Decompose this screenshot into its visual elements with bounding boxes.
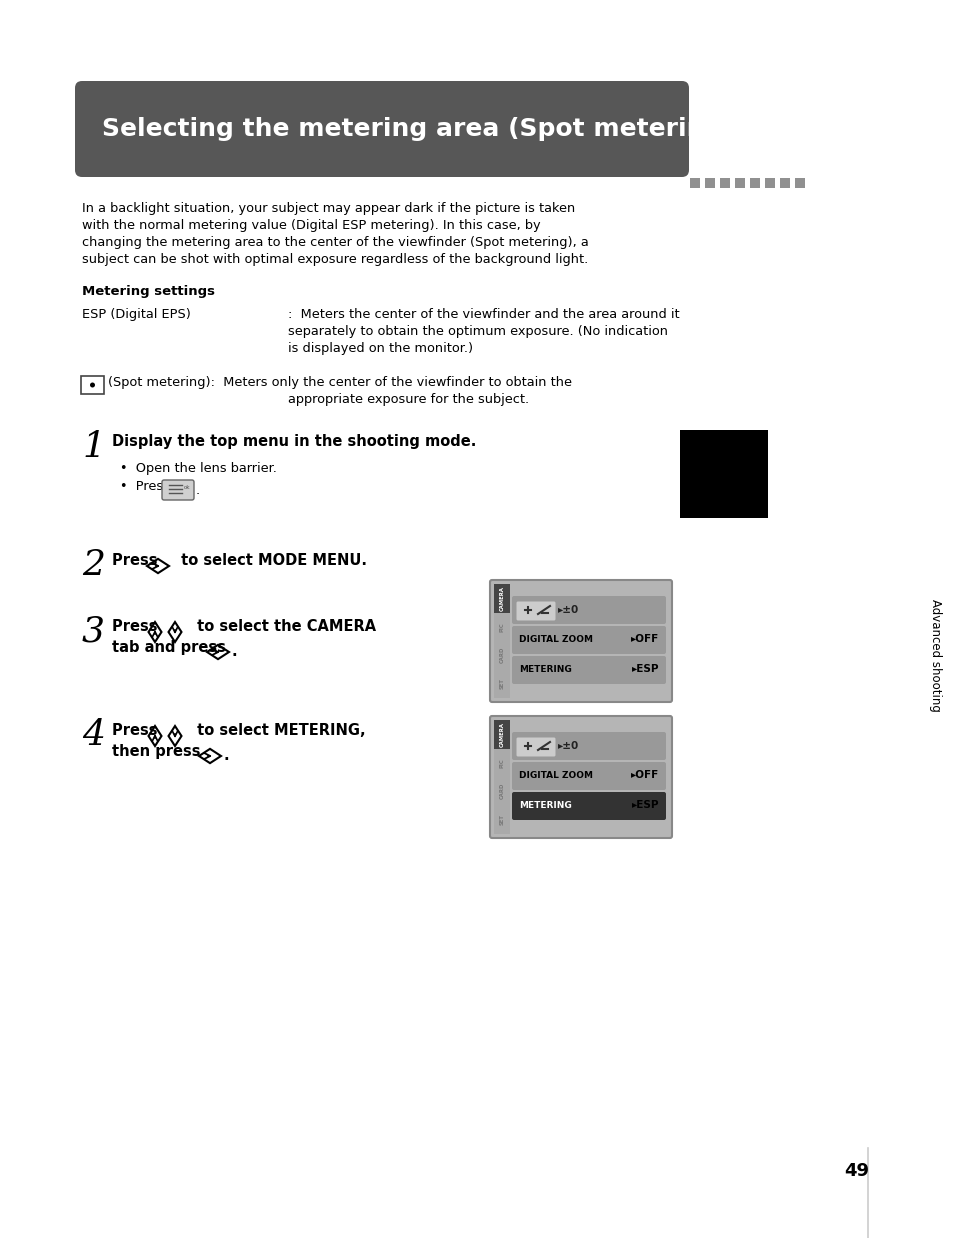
Text: •  Press: • Press xyxy=(120,480,170,493)
Bar xyxy=(749,178,760,188)
Text: METERING: METERING xyxy=(518,665,571,673)
Text: CARD: CARD xyxy=(499,784,504,800)
FancyBboxPatch shape xyxy=(490,579,671,702)
Text: METERING: METERING xyxy=(518,801,571,810)
Text: .: . xyxy=(232,644,237,659)
Bar xyxy=(494,613,510,641)
Text: 2: 2 xyxy=(82,548,105,582)
FancyBboxPatch shape xyxy=(512,626,665,654)
Text: Display the top menu in the shooting mode.: Display the top menu in the shooting mod… xyxy=(112,435,476,449)
Text: then press: then press xyxy=(112,744,206,759)
FancyBboxPatch shape xyxy=(512,656,665,685)
Text: 3: 3 xyxy=(82,614,105,647)
Text: 1: 1 xyxy=(82,430,105,464)
Text: Advanced shooting: Advanced shooting xyxy=(928,598,942,712)
Bar xyxy=(494,670,510,698)
Text: appropriate exposure for the subject.: appropriate exposure for the subject. xyxy=(288,392,529,406)
Bar xyxy=(720,178,729,188)
FancyBboxPatch shape xyxy=(516,738,555,756)
FancyBboxPatch shape xyxy=(512,763,665,790)
Bar xyxy=(494,584,510,613)
Text: Selecting the metering area (Spot metering): Selecting the metering area (Spot meteri… xyxy=(102,118,733,141)
Bar xyxy=(689,178,700,188)
Text: ok: ok xyxy=(184,485,191,490)
Text: SET: SET xyxy=(499,678,504,690)
Text: ▸OFF: ▸OFF xyxy=(630,634,659,644)
FancyBboxPatch shape xyxy=(75,80,688,177)
Text: Metering settings: Metering settings xyxy=(82,285,214,298)
Bar xyxy=(780,178,789,188)
Bar xyxy=(794,178,804,188)
Text: .: . xyxy=(224,748,230,763)
FancyBboxPatch shape xyxy=(512,732,665,760)
Text: DIGITAL ZOOM: DIGITAL ZOOM xyxy=(518,635,593,644)
Text: ▸±0: ▸±0 xyxy=(558,605,578,615)
Circle shape xyxy=(90,383,95,387)
Bar xyxy=(704,178,714,188)
Text: In a backlight situation, your subject may appear dark if the picture is taken: In a backlight situation, your subject m… xyxy=(82,202,575,215)
Bar xyxy=(494,806,510,834)
Text: 49: 49 xyxy=(843,1162,868,1180)
Text: to select the CAMERA: to select the CAMERA xyxy=(192,619,375,634)
Bar xyxy=(494,721,510,749)
Text: is displayed on the monitor.): is displayed on the monitor.) xyxy=(288,342,473,355)
Text: Press: Press xyxy=(112,553,162,568)
Text: ▸±0: ▸±0 xyxy=(558,742,578,751)
Text: ▸OFF: ▸OFF xyxy=(630,770,659,780)
Text: ESP (Digital EPS): ESP (Digital EPS) xyxy=(82,308,191,321)
Text: :  Meters the center of the viewfinder and the area around it: : Meters the center of the viewfinder an… xyxy=(288,308,679,321)
Text: Press: Press xyxy=(112,619,162,634)
Bar xyxy=(734,178,744,188)
Text: subject can be shot with optimal exposure regardless of the background light.: subject can be shot with optimal exposur… xyxy=(82,253,588,266)
Bar xyxy=(764,178,774,188)
Text: to select MODE MENU.: to select MODE MENU. xyxy=(175,553,367,568)
Text: SET: SET xyxy=(499,815,504,826)
Text: PIC: PIC xyxy=(499,621,504,631)
Text: Press: Press xyxy=(112,723,162,738)
Text: to select METERING,: to select METERING, xyxy=(192,723,365,738)
FancyBboxPatch shape xyxy=(490,716,671,838)
Bar xyxy=(679,430,767,517)
Text: tab and press: tab and press xyxy=(112,640,231,655)
FancyBboxPatch shape xyxy=(162,480,193,500)
Bar xyxy=(494,721,510,834)
Bar xyxy=(494,777,510,806)
Text: separately to obtain the optimum exposure. (No indication: separately to obtain the optimum exposur… xyxy=(288,326,667,338)
Text: CAMERA: CAMERA xyxy=(499,586,504,610)
Text: changing the metering area to the center of the viewfinder (Spot metering), a: changing the metering area to the center… xyxy=(82,236,588,249)
FancyBboxPatch shape xyxy=(512,595,665,624)
FancyBboxPatch shape xyxy=(516,602,555,620)
Text: DIGITAL ZOOM: DIGITAL ZOOM xyxy=(518,770,593,780)
Text: with the normal metering value (Digital ESP metering). In this case, by: with the normal metering value (Digital … xyxy=(82,219,540,232)
Text: CAMERA: CAMERA xyxy=(499,722,504,747)
Text: CARD: CARD xyxy=(499,647,504,664)
Bar xyxy=(494,584,510,698)
FancyBboxPatch shape xyxy=(512,792,665,820)
Text: PIC: PIC xyxy=(499,758,504,768)
Bar xyxy=(494,641,510,670)
Text: •  Open the lens barrier.: • Open the lens barrier. xyxy=(120,462,276,475)
Text: ▸ESP: ▸ESP xyxy=(631,664,659,673)
FancyBboxPatch shape xyxy=(81,376,104,394)
Text: ▸ESP: ▸ESP xyxy=(631,800,659,810)
Text: .: . xyxy=(195,484,200,496)
Text: (Spot metering):  Meters only the center of the viewfinder to obtain the: (Spot metering): Meters only the center … xyxy=(108,376,572,389)
Text: 4: 4 xyxy=(82,718,105,751)
Bar xyxy=(494,749,510,777)
